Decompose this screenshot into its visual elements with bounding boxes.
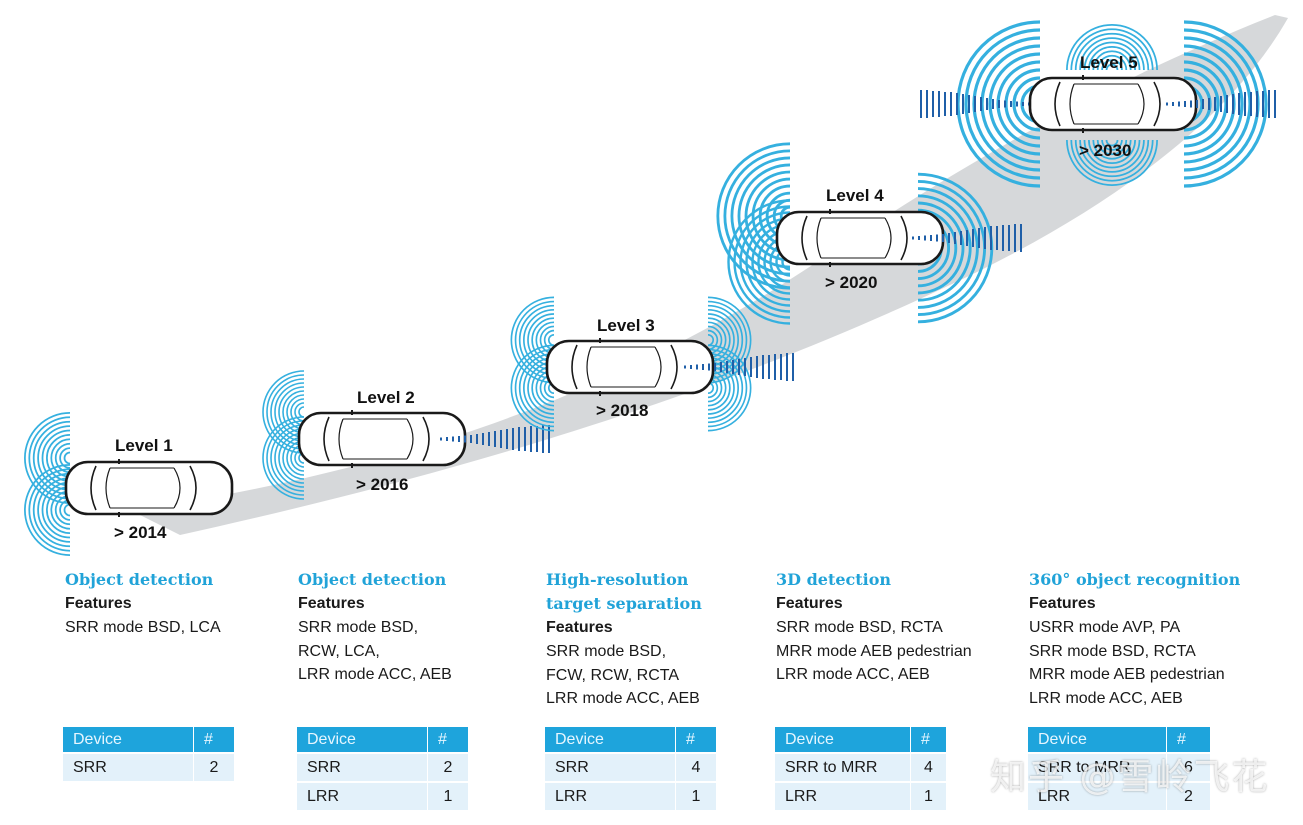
column-title: Object detection (298, 570, 447, 589)
feature-line: LRR mode ACC, AEB (776, 666, 930, 683)
level-5-label: Level 5 (1080, 53, 1138, 72)
feature-line: SRR mode BSD, RCTA (1029, 642, 1196, 660)
feature-line: SRR mode BSD, LCA (65, 619, 221, 636)
table-row: LRR 2 (1028, 781, 1210, 810)
level-5-group: Level 5 > 2030 (920, 20, 1276, 188)
level-4-label: Level 4 (826, 186, 884, 205)
level-5-year: > 2030 (1079, 141, 1131, 160)
features-heading: Features (546, 619, 613, 636)
level-1-year: > 2014 (114, 523, 167, 542)
device-table-3: Device # SRR 4 LRR 1 (545, 727, 716, 810)
count-header: # (428, 727, 468, 752)
car-icon (64, 457, 234, 519)
device-table-1: Device # SRR 2 (63, 727, 234, 781)
table-row: LRR 1 (545, 781, 716, 810)
column-title: High-resolution (546, 570, 689, 589)
count-cell: 6 (1167, 752, 1210, 781)
feature-column-1: Object detection Features SRR mode BSD, … (65, 568, 221, 640)
device-cell: SRR (545, 752, 676, 781)
feature-line: MRR mode AEB pedestrian (1029, 666, 1225, 683)
adas-evolution-diagram: Level 1 > 2014 Level 2 > 2016 Level 3 (24, 15, 1288, 556)
feature-column-4: 3D detection Features SRR mode BSD, RCTA… (776, 568, 972, 687)
level-3-label: Level 3 (597, 316, 655, 335)
count-cell: 1 (676, 781, 716, 810)
car-icon (545, 336, 715, 398)
table-row: SRR 2 (297, 752, 468, 781)
count-header: # (194, 727, 234, 752)
column-title: target separation (546, 594, 702, 613)
device-header: Device (1028, 727, 1167, 752)
car-icon (1028, 73, 1198, 135)
feature-column-5: 360° object recognition Features USRR mo… (1029, 568, 1240, 710)
device-cell: SRR to MRR (775, 752, 911, 781)
table-row: SRR to MRR 6 (1028, 752, 1210, 781)
device-cell: LRR (545, 781, 676, 810)
road-path (130, 15, 1288, 535)
count-cell: 2 (194, 752, 234, 781)
device-header: Device (775, 727, 911, 752)
feature-line: USRR mode AVP, PA (1029, 619, 1181, 636)
feature-line: SRR mode BSD, (546, 643, 667, 660)
feature-column-3: High-resolution target separation Featur… (546, 568, 702, 711)
count-header: # (911, 727, 946, 752)
device-cell: LRR (297, 781, 428, 810)
table-row: LRR 1 (297, 781, 468, 810)
feature-line: MRR mode AEB pedestrian (776, 642, 972, 660)
level-3-group: Level 3 > 2018 (510, 296, 794, 432)
feature-line: SRR mode BSD, RCTA (776, 619, 943, 636)
device-header: Device (297, 727, 428, 752)
device-cell: SRR (297, 752, 428, 781)
device-cell: LRR (775, 781, 911, 810)
feature-line: LRR mode ACC, AEB (298, 666, 452, 683)
column-title: Object detection (65, 570, 214, 589)
count-header: # (676, 727, 716, 752)
count-cell: 4 (911, 752, 946, 781)
device-cell: LRR (1028, 781, 1167, 810)
level-2-year: > 2016 (356, 475, 408, 494)
features-heading: Features (1029, 595, 1096, 612)
count-cell: 2 (1167, 781, 1210, 810)
level-2-label: Level 2 (357, 388, 415, 407)
table-row: SRR 2 (63, 752, 234, 781)
feature-line: LRR mode ACC, AEB (1029, 689, 1183, 707)
level-1-group: Level 1 > 2014 (24, 412, 234, 556)
features-heading: Features (776, 595, 843, 612)
level-4-group: Level 4 > 2020 (716, 142, 1022, 325)
count-cell: 1 (911, 781, 946, 810)
count-cell: 4 (676, 752, 716, 781)
device-cell: SRR (63, 752, 194, 781)
level-4-year: > 2020 (825, 273, 877, 292)
device-header: Device (63, 727, 194, 752)
device-cell: SRR to MRR (1028, 752, 1167, 781)
features-heading: Features (65, 595, 132, 612)
level-3-year: > 2018 (596, 401, 648, 420)
count-header: # (1167, 727, 1210, 752)
table-row: SRR 4 (545, 752, 716, 781)
device-header: Device (545, 727, 676, 752)
device-table-2: Device # SRR 2 LRR 1 (297, 727, 468, 810)
feature-line: FCW, RCW, RCTA (546, 666, 680, 684)
column-title: 3D detection (776, 570, 892, 589)
feature-line: RCW, LCA, (298, 642, 380, 660)
count-cell: 1 (428, 781, 468, 810)
level-1-label: Level 1 (115, 436, 173, 455)
features-heading: Features (298, 595, 365, 612)
level-2-group: Level 2 > 2016 (262, 370, 550, 500)
feature-line: LRR mode ACC, AEB (546, 690, 700, 707)
column-title: 360° object recognition (1029, 570, 1241, 589)
table-row: SRR to MRR 4 (775, 752, 946, 781)
feature-line: SRR mode BSD, (298, 619, 419, 636)
device-table-5: Device # SRR to MRR 6 LRR 2 (1028, 727, 1210, 810)
feature-column-2: Object detection Features SRR mode BSD, … (298, 568, 452, 687)
watermark: 知乎 @雪岭飞花 (990, 757, 1270, 798)
count-cell: 2 (428, 752, 468, 781)
device-table-4: Device # SRR to MRR 4 LRR 1 (775, 727, 946, 810)
table-row: LRR 1 (775, 781, 946, 810)
